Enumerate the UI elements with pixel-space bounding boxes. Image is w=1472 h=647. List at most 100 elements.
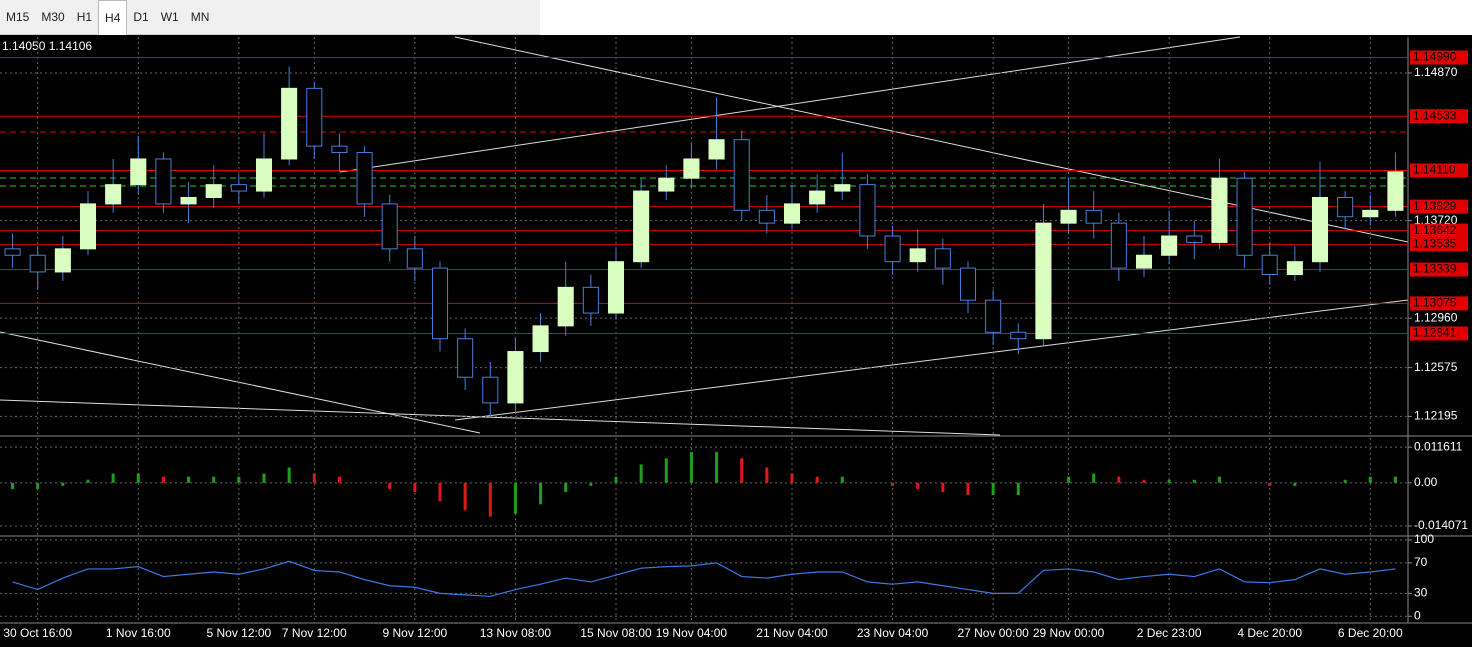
level-label-box bbox=[1410, 50, 1468, 65]
x-tick-label: 23 Nov 04:00 bbox=[857, 626, 929, 640]
candle-body bbox=[1010, 331, 1027, 340]
x-tick-label: 15 Nov 08:00 bbox=[580, 626, 652, 640]
candle-body bbox=[1135, 254, 1153, 269]
timeframe-tab[interactable]: MN bbox=[190, 10, 210, 24]
candle-body bbox=[1261, 254, 1278, 276]
x-tick-label: 5 Nov 12:00 bbox=[206, 626, 271, 640]
candle-body bbox=[130, 158, 147, 186]
candle-body bbox=[4, 248, 21, 256]
candle-body bbox=[708, 139, 725, 160]
y-tick-label: 1.12960 bbox=[1414, 310, 1458, 324]
timeframe-toolbar: M15 M30 H1 H4 D1 W1 MN bbox=[0, 0, 1472, 35]
level-label: 1.13339 bbox=[1413, 262, 1457, 276]
x-tick-label: 21 Nov 04:00 bbox=[756, 626, 828, 640]
level-label-box bbox=[1410, 296, 1468, 311]
candle-body bbox=[155, 158, 172, 205]
candle-body bbox=[934, 248, 951, 269]
y-tick-label: 1.12575 bbox=[1414, 360, 1458, 374]
candle-body bbox=[356, 152, 373, 205]
y-tick-label: 0 bbox=[1414, 608, 1421, 622]
candle-body bbox=[281, 87, 298, 160]
timeframe-tab[interactable]: M15 bbox=[6, 10, 30, 24]
candle-body bbox=[1337, 196, 1354, 218]
candle-body bbox=[1311, 196, 1329, 263]
candle-body bbox=[105, 184, 122, 205]
level-label: 1.14990 bbox=[1413, 50, 1457, 64]
candle-body bbox=[909, 248, 926, 263]
level-label-box bbox=[1410, 262, 1468, 277]
candle-body bbox=[607, 261, 625, 314]
y-tick-label: 30 bbox=[1414, 586, 1428, 600]
candle-body bbox=[457, 338, 474, 378]
candle-body bbox=[381, 203, 398, 250]
timeframe-tab[interactable]: W1 bbox=[160, 10, 179, 24]
candle-body bbox=[1236, 177, 1253, 256]
candle-body bbox=[180, 196, 197, 205]
level-label-box bbox=[1410, 199, 1468, 214]
x-tick-label: 4 Dec 20:00 bbox=[1237, 626, 1302, 640]
level-label-box bbox=[1410, 223, 1468, 238]
candle-body bbox=[79, 203, 97, 250]
candle-body bbox=[1186, 235, 1203, 243]
candle-body bbox=[507, 351, 524, 404]
candle-body bbox=[1286, 261, 1303, 276]
candle-body bbox=[1085, 209, 1102, 224]
y-tick-label: 0.011611 bbox=[1414, 439, 1463, 453]
candle-body bbox=[633, 190, 650, 263]
candle-body bbox=[205, 184, 222, 198]
candle-body bbox=[1387, 171, 1404, 211]
candle-body bbox=[758, 209, 775, 224]
level-label-box bbox=[1410, 163, 1468, 178]
candle-body bbox=[959, 267, 977, 301]
timeframe-tab[interactable]: H4 bbox=[98, 0, 128, 35]
candle-body bbox=[884, 235, 901, 263]
y-tick-label: 1.14870 bbox=[1414, 65, 1458, 79]
candle-body bbox=[834, 184, 851, 192]
y-tick-label: 1.12195 bbox=[1414, 409, 1458, 423]
level-label: 1.12841 bbox=[1413, 326, 1457, 340]
candle-body bbox=[29, 254, 46, 273]
level-label: 1.13535 bbox=[1413, 237, 1457, 251]
candle-body bbox=[1161, 235, 1178, 256]
x-tick-label: 13 Nov 08:00 bbox=[480, 626, 552, 640]
candle-body bbox=[582, 286, 599, 314]
candle-body bbox=[859, 184, 876, 237]
candle-body bbox=[1362, 209, 1379, 218]
x-tick-label: 19 Nov 04:00 bbox=[656, 626, 728, 640]
x-tick-label: 2 Dec 23:00 bbox=[1137, 626, 1202, 640]
timeframe-tab[interactable]: D1 bbox=[133, 10, 149, 24]
y-tick-label: 0.00 bbox=[1414, 475, 1438, 489]
timeframe-tab[interactable]: M30 bbox=[41, 10, 65, 24]
candle-body bbox=[482, 376, 499, 404]
candle-body bbox=[431, 267, 449, 340]
candle-body bbox=[1035, 222, 1052, 340]
candle-body bbox=[1060, 209, 1077, 224]
candle-body bbox=[1110, 222, 1127, 269]
candle-body bbox=[733, 139, 750, 211]
candle-body bbox=[683, 158, 700, 179]
level-label: 1.14110 bbox=[1413, 163, 1456, 177]
timeframe-tab[interactable]: H1 bbox=[76, 10, 93, 24]
x-tick-label: 30 Oct 16:00 bbox=[3, 626, 72, 640]
x-tick-label: 1 Nov 16:00 bbox=[106, 626, 171, 640]
tabs: M15 M30 H1 H4 D1 W1 MN bbox=[0, 0, 540, 35]
y-tick-label: 1.13720 bbox=[1414, 213, 1458, 227]
x-tick-label: 6 Dec 20:00 bbox=[1338, 626, 1403, 640]
candle-body bbox=[306, 87, 323, 147]
candle-body bbox=[783, 203, 801, 224]
x-tick-label: 29 Nov 00:00 bbox=[1033, 626, 1105, 640]
candle-body bbox=[532, 325, 549, 353]
x-tick-label: 9 Nov 12:00 bbox=[382, 626, 447, 640]
level-label: 1.13829 bbox=[1413, 199, 1457, 213]
candle-body bbox=[809, 190, 826, 205]
y-tick-label: -0.014071 bbox=[1414, 518, 1468, 532]
x-tick-label: 7 Nov 12:00 bbox=[282, 626, 347, 640]
level-label-box bbox=[1410, 326, 1468, 341]
candle-body bbox=[406, 248, 423, 269]
candle-body bbox=[557, 286, 574, 327]
y-tick-label: 100 bbox=[1414, 532, 1434, 546]
level-label: 1.13075 bbox=[1413, 296, 1457, 310]
candle-body bbox=[331, 145, 348, 154]
